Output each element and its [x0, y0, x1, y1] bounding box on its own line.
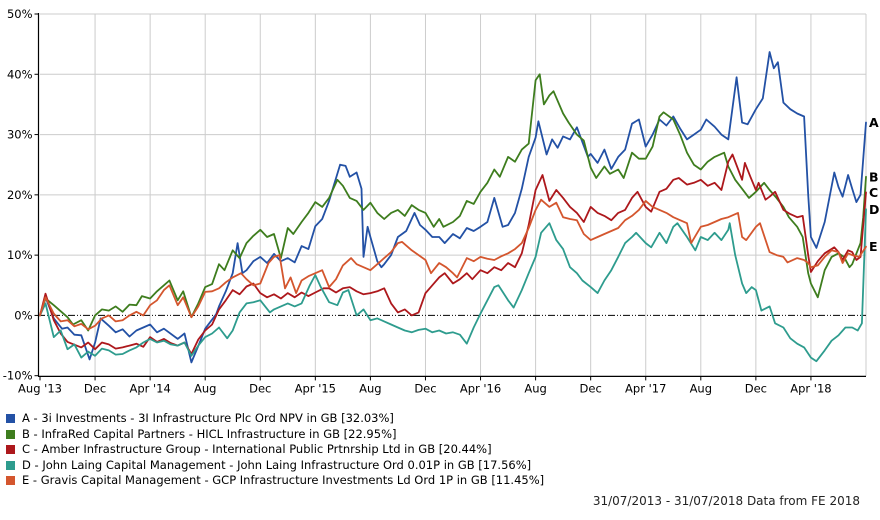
legend-label-d: D - John Laing Capital Management - John…	[22, 457, 532, 472]
x-tick-label: Dec	[745, 381, 767, 395]
y-tick-label: -10%	[3, 369, 33, 383]
x-tick-label: Apr '16	[460, 381, 501, 395]
x-tick-label: Dec	[580, 381, 602, 395]
y-tick-label: 0%	[14, 308, 32, 322]
legend-item-c[interactable]: C - Amber Infrastructure Group - Interna…	[6, 442, 544, 458]
legend-label-a: A - 3i Investments - 3I Infrastructure P…	[22, 411, 394, 425]
series-letter-C: C	[869, 185, 878, 200]
legend-item-e[interactable]: E - Gravis Capital Management - GCP Infr…	[6, 473, 544, 489]
legend-swatch-d-icon	[6, 460, 15, 470]
legend-item-b[interactable]: B - InfraRed Capital Partners - HICL Inf…	[6, 427, 544, 443]
legend-label-b: B - InfraRed Capital Partners - HICL Inf…	[22, 426, 397, 441]
x-tick-label: Dec	[414, 381, 436, 395]
series-line-D[interactable]	[39, 208, 867, 363]
x-tick-label: Apr '15	[295, 381, 336, 395]
x-tick-label: Aug	[524, 381, 546, 395]
legend-item-a[interactable]: A - 3i Investments - 3I Infrastructure P…	[6, 411, 544, 427]
legend-swatch-e-icon	[6, 476, 15, 486]
x-tick-label: Apr '18	[790, 381, 831, 395]
x-tick-label: Aug	[690, 381, 712, 395]
series-line-B[interactable]	[39, 73, 867, 332]
x-tick-label: Dec	[249, 381, 271, 395]
series-line-C[interactable]	[39, 153, 867, 355]
series-line-E[interactable]	[39, 198, 867, 331]
legend-swatch-c-icon	[6, 445, 15, 455]
x-tick-label: Aug '13	[18, 381, 62, 395]
series-letter-A: A	[869, 115, 879, 130]
legend-swatch-b-icon	[6, 429, 15, 439]
x-tick-label: Apr '14	[129, 381, 170, 395]
x-tick-label: Dec	[84, 381, 106, 395]
legend: A - 3i Investments - 3I Infrastructure P…	[6, 411, 544, 489]
legend-item-d[interactable]: D - John Laing Capital Management - John…	[6, 458, 544, 474]
legend-label-c: C - Amber Infrastructure Group - Interna…	[22, 442, 492, 456]
y-tick-label: 50%	[7, 7, 33, 21]
legend-swatch-a-icon	[6, 414, 15, 424]
series-line-A[interactable]	[39, 51, 867, 364]
y-tick-label: 30%	[7, 128, 33, 142]
performance-chart: 50% 40% 30% 20% 10% 0% -10%Aug '13 Dec Apr '14 Au…	[3, 7, 880, 395]
series-letter-E: E	[869, 239, 878, 254]
series-letter-B: B	[869, 169, 879, 184]
series-letter-D: D	[869, 202, 879, 217]
y-tick-label: 20%	[7, 188, 33, 202]
y-tick-label: 40%	[7, 67, 33, 81]
date-range-footer: 31/07/2013 - 31/07/2018 Data from FE 201…	[592, 494, 860, 508]
legend-label-e: E - Gravis Capital Management - GCP Infr…	[22, 473, 545, 487]
x-tick-label: Aug	[194, 381, 216, 395]
x-tick-label: Apr '17	[625, 381, 666, 395]
y-tick-label: 10%	[7, 248, 33, 262]
x-tick-label: Aug	[359, 381, 381, 395]
